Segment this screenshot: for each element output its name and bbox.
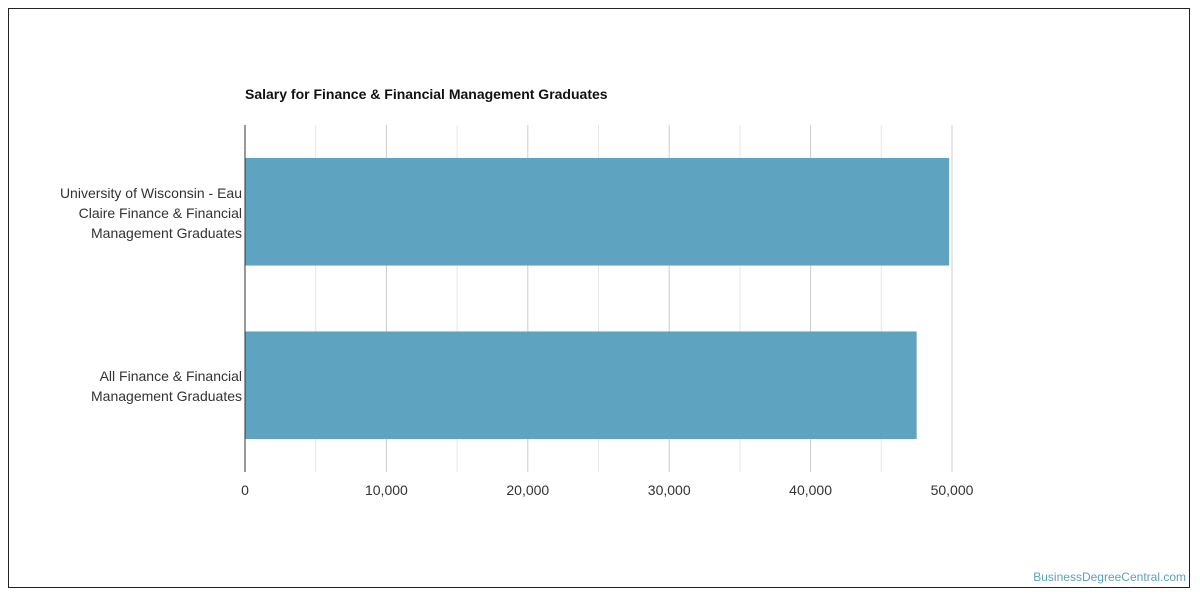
x-tick-label: 10,000 xyxy=(365,482,408,498)
x-tick-label: 40,000 xyxy=(789,482,832,498)
watermark: BusinessDegreeCentral.com xyxy=(1033,570,1186,584)
category-label-line: All Finance & Financial xyxy=(99,368,242,385)
bar xyxy=(245,157,950,266)
chart-frame xyxy=(8,8,1190,588)
category-label-line: University of Wisconsin - Eau xyxy=(59,184,242,201)
chart-title: Salary for Finance & Financial Managemen… xyxy=(245,86,608,102)
category-label: All Finance & Financial Management Gradua… xyxy=(22,366,242,406)
x-tick-label: 50,000 xyxy=(931,482,974,498)
category-label-line: Management Graduates xyxy=(91,224,242,241)
category-label-line: Claire Finance & Financial xyxy=(78,204,242,221)
x-tick-label: 20,000 xyxy=(506,482,549,498)
x-tick-label: 30,000 xyxy=(648,482,691,498)
x-tick-label: 0 xyxy=(241,482,249,498)
bar xyxy=(245,331,917,440)
category-label: University of Wisconsin - Eau Claire Fina… xyxy=(22,183,242,243)
category-label-line: Management Graduates xyxy=(91,388,242,405)
